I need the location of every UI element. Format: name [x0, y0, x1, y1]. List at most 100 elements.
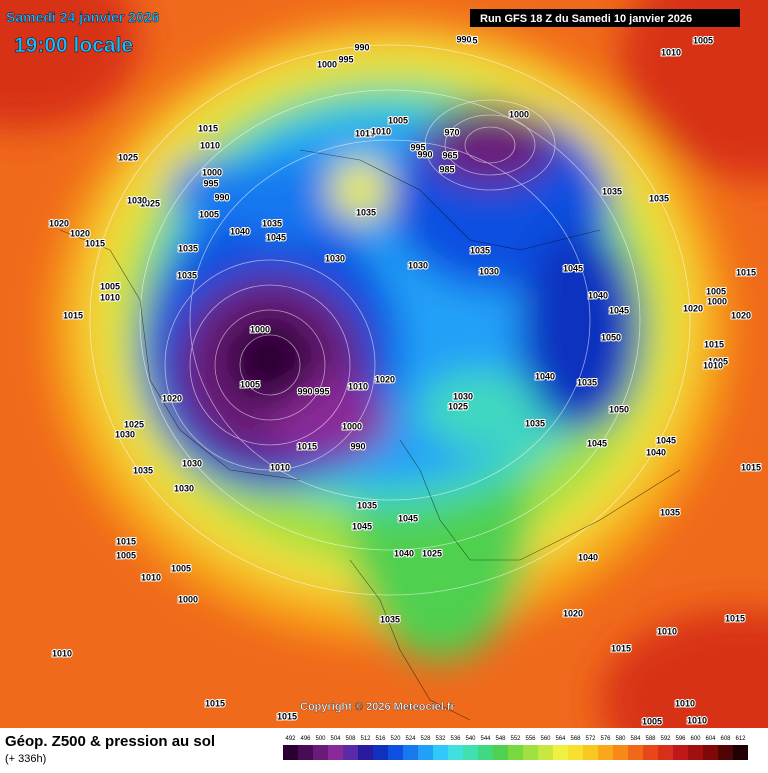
- pressure-label: 1050: [609, 404, 629, 414]
- scale-swatch: [703, 745, 718, 760]
- scale-swatch: [448, 745, 463, 760]
- pressure-label: 1015: [725, 613, 745, 623]
- scale-label: 508: [345, 736, 356, 742]
- pressure-label: 1020: [70, 228, 90, 238]
- scale-swatch: [553, 745, 568, 760]
- pressure-label: 1015: [611, 643, 631, 653]
- scale-label: 568: [570, 736, 581, 742]
- scale-label: 608: [720, 736, 731, 742]
- pressure-label: 1015: [63, 310, 83, 320]
- pressure-label: 1035: [525, 418, 545, 428]
- scale-label: 536: [450, 736, 461, 742]
- pressure-label: 1005: [693, 35, 713, 45]
- lead-time: (+ 336h): [5, 753, 46, 765]
- scale-label: 516: [375, 736, 386, 742]
- pressure-label: 1010: [200, 140, 220, 150]
- pressure-label: 1010: [661, 47, 681, 57]
- scale-swatch: [403, 745, 418, 760]
- scale-label: 556: [525, 736, 536, 742]
- pressure-label: 1010: [348, 381, 368, 391]
- scale-label: 604: [705, 736, 716, 742]
- pressure-label: 1025: [124, 419, 144, 429]
- pressure-label: 1035: [660, 507, 680, 517]
- pressure-label: 995: [410, 142, 425, 152]
- pressure-label: 1000: [342, 421, 362, 431]
- pressure-label: 995: [203, 178, 218, 188]
- scale-label: 592: [660, 736, 671, 742]
- pressure-label: 1040: [230, 226, 250, 236]
- pressure-label: 1005: [171, 563, 191, 573]
- forecast-time: 19:00 locale: [14, 34, 133, 57]
- pressure-label: 1035: [177, 270, 197, 280]
- pressure-label: 1000: [509, 109, 529, 119]
- pressure-label: 1035: [133, 465, 153, 475]
- scale-label: 524: [405, 736, 416, 742]
- scale-swatch: [628, 745, 643, 760]
- scale-swatch: [658, 745, 673, 760]
- pressure-label: 1035: [470, 245, 490, 255]
- footer-title: Géop. Z500 & pression au sol: [5, 733, 215, 750]
- pressure-label: 1030: [182, 458, 202, 468]
- scale-label: 520: [390, 736, 401, 742]
- pressure-label: 985: [439, 164, 454, 174]
- pressure-label: 1015: [704, 339, 724, 349]
- pressure-label: 990: [297, 386, 312, 396]
- pressure-label: 1005: [100, 281, 120, 291]
- pressure-label: 1020: [731, 310, 751, 320]
- scale-swatch: [358, 745, 373, 760]
- pressure-label: 1020: [683, 303, 703, 313]
- scale-label: 544: [480, 736, 491, 742]
- run-info: Run GFS 18 Z du Samedi 10 janvier 2026: [480, 13, 692, 25]
- scale-label: 572: [585, 736, 596, 742]
- scale-swatch: [373, 745, 388, 760]
- pressure-label: 990: [456, 34, 471, 44]
- pressure-label: 1035: [380, 614, 400, 624]
- scale-swatch: [478, 745, 493, 760]
- pressure-label: 1035: [357, 500, 377, 510]
- pressure-label: 1015: [85, 238, 105, 248]
- pressure-label: 1045: [352, 521, 372, 531]
- scale-swatch: [493, 745, 508, 760]
- pressure-label: 990: [417, 149, 432, 159]
- pressure-label: 1030: [325, 253, 345, 263]
- scale-swatch: [598, 745, 613, 760]
- pressure-label: 1035: [178, 243, 198, 253]
- pressure-label: 1015: [741, 462, 761, 472]
- scale-swatch: [388, 745, 403, 760]
- scale-swatch: [643, 745, 658, 760]
- pressure-label: 1005: [708, 356, 728, 366]
- scale-label: 540: [465, 736, 476, 742]
- pressure-label: 1025: [118, 152, 138, 162]
- pressure-label: 1015: [205, 698, 225, 708]
- pressure-label: 1045: [398, 513, 418, 523]
- pressure-label: 1035: [602, 186, 622, 196]
- pressure-label: 1005: [116, 550, 136, 560]
- run-box: [470, 9, 740, 27]
- pressure-label: 1015: [198, 123, 218, 133]
- scale-swatch: [673, 745, 688, 760]
- scale-swatch: [463, 745, 478, 760]
- scale-swatch: [568, 745, 583, 760]
- pressure-label: 1045: [656, 435, 676, 445]
- forecast-date: Samedi 24 janvier 2026: [6, 9, 160, 25]
- pressure-label: 1040: [588, 290, 608, 300]
- pressure-label: 1015: [736, 267, 756, 277]
- scale-swatch: [418, 745, 433, 760]
- pressure-label: 1000: [202, 167, 222, 177]
- pressure-label: 1045: [266, 232, 286, 242]
- scale-swatch: [283, 745, 298, 760]
- pressure-label: 1005: [706, 286, 726, 296]
- color-scale: 492 496 500 504 508 512 516 520 524 528 532 536 540 5…: [283, 736, 748, 760]
- pressure-label: 1010: [52, 648, 72, 658]
- scale-label: 504: [330, 736, 341, 742]
- pressure-label: 1035: [649, 193, 669, 203]
- scale-swatch: [298, 745, 313, 760]
- pressure-label: 1010: [371, 126, 391, 136]
- pressure-label: 1005: [199, 209, 219, 219]
- scale-label: 496: [300, 736, 311, 742]
- pressure-label: 1030: [127, 195, 147, 205]
- pressure-label: 1025: [448, 401, 468, 411]
- scale-swatch: [433, 745, 448, 760]
- scale-swatch: [538, 745, 553, 760]
